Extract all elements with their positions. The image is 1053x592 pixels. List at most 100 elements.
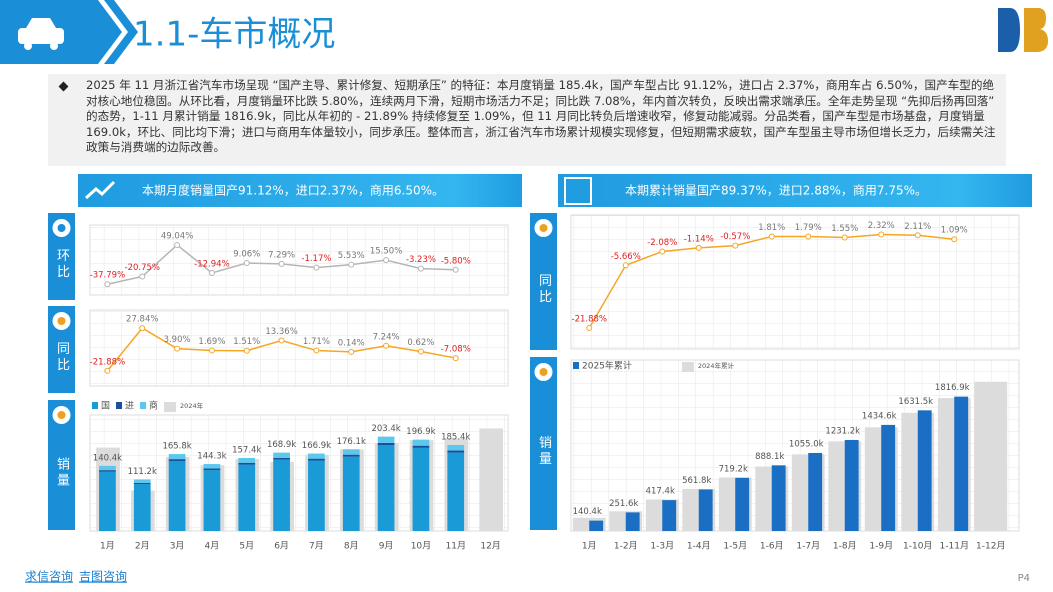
x-tick-label: 8月 bbox=[344, 541, 359, 552]
x-tick-label: 3月 bbox=[170, 541, 185, 552]
bar bbox=[771, 465, 786, 531]
point bbox=[208, 269, 215, 276]
total-label: 185.4k bbox=[441, 432, 470, 442]
panel-header bbox=[78, 174, 522, 207]
x-tick-label: 1月 bbox=[100, 541, 115, 552]
bar-segment bbox=[377, 445, 395, 531]
legend-swatch bbox=[681, 362, 694, 372]
bar-segment bbox=[412, 439, 430, 446]
data-label: 15.50% bbox=[370, 247, 402, 257]
bar bbox=[881, 424, 896, 531]
data-label: 0.14% bbox=[338, 338, 365, 348]
side-label: 同比 bbox=[536, 274, 551, 306]
data-label: 3.90% bbox=[164, 335, 191, 345]
bar-segment bbox=[168, 459, 186, 461]
legend-label: 进 bbox=[125, 401, 134, 412]
side-label: 销量 bbox=[54, 457, 70, 489]
bar-segment bbox=[447, 444, 465, 451]
x-tick-label: 1-5月 bbox=[723, 541, 747, 552]
data-label: -12.94% bbox=[194, 259, 229, 269]
point bbox=[174, 241, 181, 248]
data-label: 1.55% bbox=[831, 224, 858, 234]
data-label: -21.88% bbox=[90, 357, 125, 367]
footer-link[interactable]: 求信咨询 bbox=[25, 569, 73, 584]
data-label: 1.79% bbox=[795, 223, 822, 233]
side-icon-dot bbox=[539, 224, 548, 232]
point bbox=[417, 348, 424, 355]
side-icon-dot bbox=[539, 368, 548, 376]
data-label: 719.2k bbox=[719, 464, 748, 474]
page-number: P4 bbox=[1018, 573, 1030, 584]
bar-segment bbox=[412, 445, 430, 448]
data-label: -1.14% bbox=[684, 234, 714, 244]
point bbox=[951, 236, 958, 243]
point bbox=[383, 257, 390, 264]
total-label: 176.1k bbox=[337, 437, 366, 447]
bar-segment bbox=[342, 456, 360, 531]
legend-label: 2024年 bbox=[180, 401, 204, 410]
bar-segment bbox=[133, 479, 151, 483]
car-icon bbox=[18, 18, 64, 50]
data-label: -37.79% bbox=[90, 271, 125, 281]
bar-segment bbox=[203, 464, 221, 469]
legend-label: 2024年累计 bbox=[698, 361, 735, 370]
data-label: 1434.6k bbox=[862, 411, 897, 421]
bar bbox=[954, 396, 969, 531]
total-label: 144.3k bbox=[197, 452, 226, 462]
x-tick-label: 10月 bbox=[411, 541, 431, 552]
total-label: 111.2k bbox=[128, 467, 157, 477]
bar-segment bbox=[377, 442, 395, 446]
data-label: 140.4k bbox=[573, 507, 602, 517]
x-tick-label: 1-12月 bbox=[976, 541, 1005, 552]
x-tick-label: 1-11月 bbox=[940, 541, 969, 552]
data-label: -5.66% bbox=[611, 252, 641, 262]
x-tick-label: 1-7月 bbox=[796, 541, 820, 552]
point bbox=[278, 337, 285, 344]
legend-label: 2025年累计 bbox=[582, 360, 632, 372]
data-label: 27.84% bbox=[126, 315, 158, 325]
side-label: 销量 bbox=[536, 436, 552, 468]
bar-2024 bbox=[479, 428, 504, 531]
data-label: 7.24% bbox=[373, 332, 400, 342]
x-tick-label: 1-9月 bbox=[869, 541, 893, 552]
bar-segment bbox=[203, 468, 221, 471]
legend-swatch bbox=[116, 402, 123, 409]
legend-swatch bbox=[92, 402, 98, 409]
legend-label: 商 bbox=[149, 400, 158, 412]
total-label: 196.9k bbox=[406, 427, 435, 437]
data-label: 1631.5k bbox=[898, 397, 933, 407]
data-label: 1.81% bbox=[758, 223, 785, 233]
data-label: 7.29% bbox=[268, 250, 295, 260]
x-tick-label: 1-3月 bbox=[650, 541, 674, 552]
data-label: -0.57% bbox=[720, 232, 750, 242]
point bbox=[104, 367, 111, 374]
data-label: 1055.0k bbox=[789, 439, 824, 449]
total-label: 203.4k bbox=[371, 424, 400, 434]
x-tick-label: 9月 bbox=[379, 541, 394, 552]
x-tick-label: 4月 bbox=[205, 541, 220, 552]
x-tick-label: 1-8月 bbox=[833, 541, 857, 552]
footer-link[interactable]: 吉图咨询 bbox=[79, 569, 127, 584]
legend-swatch bbox=[573, 362, 579, 369]
data-label: 1.71% bbox=[303, 337, 330, 347]
point bbox=[695, 244, 702, 251]
point bbox=[139, 273, 146, 280]
x-tick-label: 12月 bbox=[480, 541, 500, 552]
point bbox=[348, 348, 355, 355]
point bbox=[732, 242, 739, 249]
bar-segment bbox=[308, 460, 325, 531]
point bbox=[586, 324, 593, 331]
bar-segment bbox=[203, 470, 221, 531]
grid bbox=[571, 215, 1019, 349]
bar-segment bbox=[273, 457, 290, 460]
bar bbox=[625, 512, 640, 531]
x-tick-label: 1-10月 bbox=[903, 541, 932, 552]
header-chevron bbox=[104, 0, 138, 64]
x-tick-label: 11月 bbox=[446, 541, 466, 552]
point bbox=[313, 347, 320, 354]
point bbox=[174, 345, 181, 352]
data-label: 5.53% bbox=[338, 251, 365, 261]
panel-header bbox=[558, 174, 1032, 207]
